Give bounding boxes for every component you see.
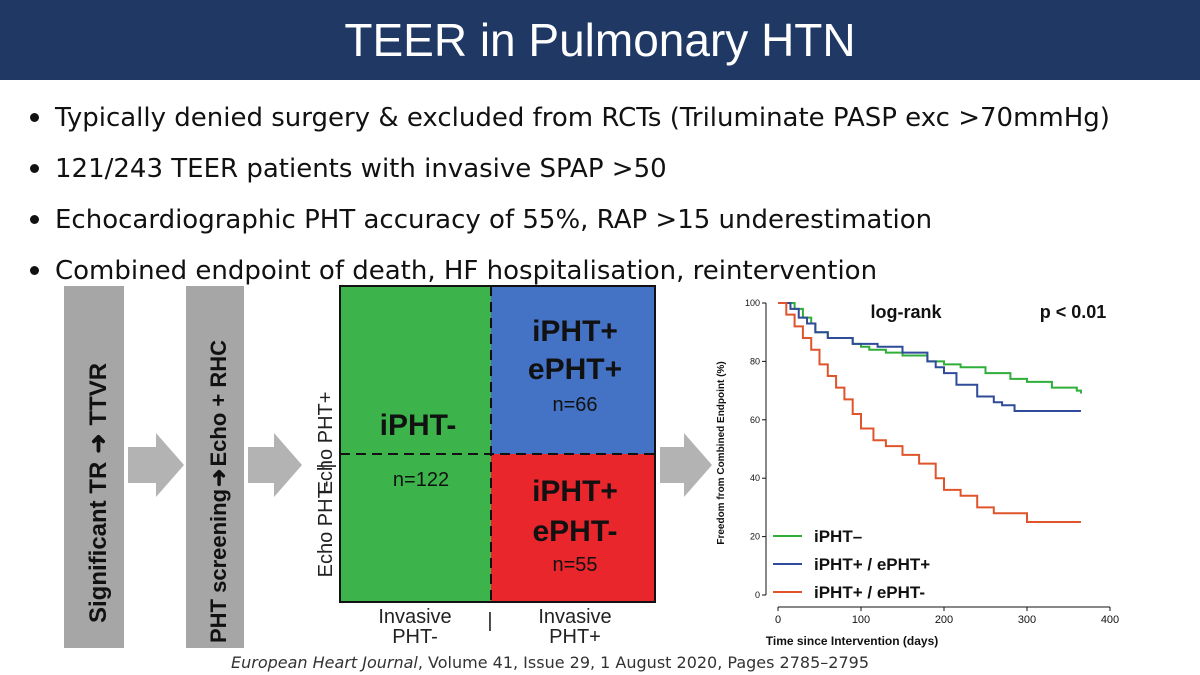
chart-annotation-p-value: p < 0.01 [1040, 302, 1107, 322]
bullet-item: Combined endpoint of death, HF hospitali… [24, 245, 1194, 296]
blue-cell-label-2: ePHT+ [528, 353, 622, 386]
red-cell-label-2: ePHT- [532, 515, 617, 548]
chart-y-tick-label: 0 [755, 590, 760, 600]
chart-y-axis-label: Freedom from Combined Endpoint (%) [716, 361, 727, 544]
chart-x-tick-label: 200 [935, 614, 953, 626]
chart-annotation-logrank: log-rank [870, 302, 942, 322]
matrix-y-separator: | [315, 463, 337, 468]
flow-arrow-2 [248, 433, 302, 497]
legend-item: iPHT+ / ePHT+ [814, 555, 930, 574]
flow-arrow-1 [128, 433, 184, 497]
matrix-cell-blue [491, 286, 655, 454]
title-bar: TEER in Pulmonary HTN [0, 0, 1200, 80]
bullet-dot-icon [30, 215, 39, 224]
chart-x-tick-label: 400 [1101, 614, 1119, 626]
chart-y-tick-label: 80 [750, 356, 760, 366]
matrix-x-right-label-1: Invasive [538, 606, 611, 628]
chart-y-tick-label: 100 [745, 298, 760, 308]
bullet-text: Combined endpoint of death, HF hospitali… [55, 255, 878, 286]
bullet-text: Typically denied surgery & excluded from… [55, 102, 1110, 133]
study-figure: Significant TR➜TTVR PHT screening➜Echo +… [48, 283, 1200, 651]
flow-box-1-label: Significant TR➜TTVR [85, 363, 112, 623]
legend-item: iPHT+ / ePHT- [814, 583, 925, 602]
slide-title: TEER in Pulmonary HTN [344, 14, 856, 66]
chart-x-tick-label: 0 [775, 614, 781, 626]
green-cell-label: iPHT- [380, 409, 457, 442]
legend-item: iPHT– [814, 527, 862, 546]
chart-x-axis-label: Time since Intervention (days) [766, 634, 939, 648]
bullet-list: Typically denied surgery & excluded from… [24, 92, 1194, 296]
chart-x-tick-label: 100 [852, 614, 870, 626]
chart-series-line [778, 302, 1081, 523]
matrix-x-left-label-1: Invasive [378, 606, 451, 628]
matrix-y-top-label: Echo PHT+ [315, 392, 337, 495]
flow-box-2-label: PHT screening➜Echo + RHC [206, 340, 231, 643]
chart-y-tick-label: 40 [750, 473, 760, 483]
bullet-text: 121/243 TEER patients with invasive SPAP… [55, 153, 667, 184]
red-cell-label-1: iPHT+ [532, 475, 618, 508]
bullet-dot-icon [30, 164, 39, 173]
bullet-text: Echocardiographic PHT accuracy of 55%, R… [55, 204, 933, 235]
citation-journal: European Heart Journal [230, 653, 418, 672]
bullet-dot-icon [30, 266, 39, 275]
matrix-border [339, 285, 656, 603]
figure-svg: Significant TR➜TTVR PHT screening➜Echo +… [64, 285, 1119, 648]
chart-x-tick-label: 300 [1018, 614, 1036, 626]
chart-y-tick-label: 60 [750, 415, 760, 425]
flow-box-1 [64, 286, 124, 648]
chart-y-tick-label: 20 [750, 532, 760, 542]
matrix-y-bottom-label: Echo PHT- [315, 481, 337, 578]
bullet-item: Echocardiographic PHT accuracy of 55%, R… [24, 194, 1194, 245]
bullet-item: Typically denied surgery & excluded from… [24, 92, 1194, 143]
citation: European Heart Journal, Volume 41, Issue… [0, 653, 1100, 672]
matrix-x-separator: | [487, 610, 492, 632]
bullet-dot-icon [30, 113, 39, 122]
red-cell-n: n=55 [552, 554, 597, 576]
matrix-x-left-label-2: PHT- [392, 626, 438, 648]
matrix-cell-green [340, 286, 491, 602]
flow-box-2 [186, 286, 244, 648]
green-cell-n: n=122 [393, 469, 449, 491]
bullet-item: 121/243 TEER patients with invasive SPAP… [24, 143, 1194, 194]
chart-legend: iPHT– iPHT+ / ePHT+ iPHT+ / ePHT- [773, 527, 930, 602]
km-chart: Freedom from Combined Endpoint (%) Time … [716, 298, 1119, 648]
flow-arrow-3 [660, 433, 712, 497]
blue-cell-n: n=66 [552, 394, 597, 416]
chart-series-line [778, 302, 1081, 413]
matrix-cell-red [491, 454, 655, 602]
citation-details: , Volume 41, Issue 29, 1 August 2020, Pa… [417, 653, 869, 672]
blue-cell-label-1: iPHT+ [532, 315, 618, 348]
matrix-x-right-label-2: PHT+ [549, 626, 601, 648]
